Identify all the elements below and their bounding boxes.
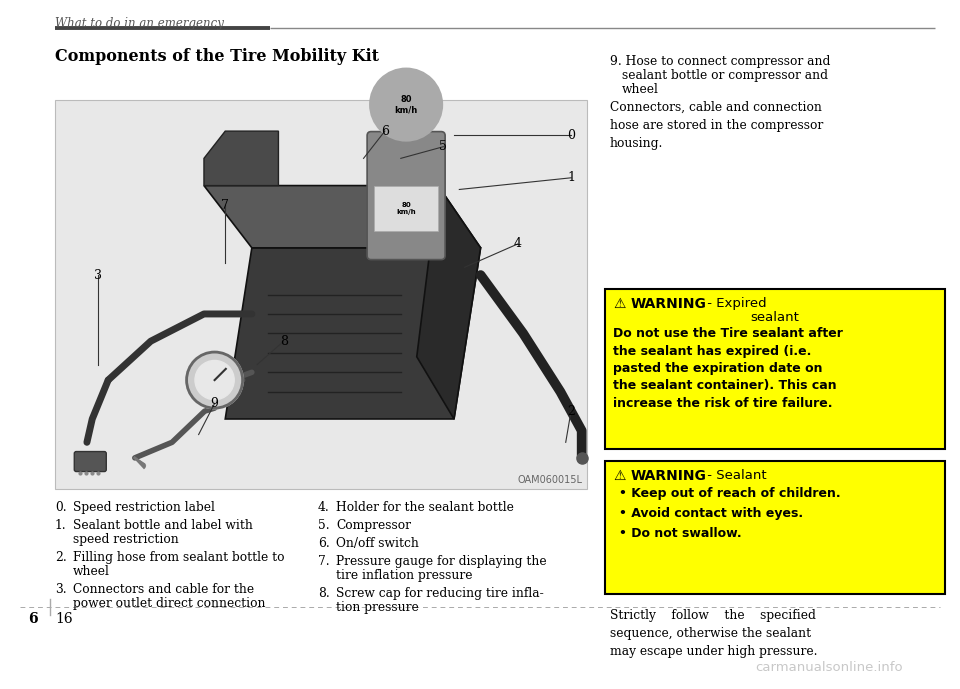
Text: Components of the Tire Mobility Kit: Components of the Tire Mobility Kit xyxy=(55,48,379,65)
Text: sealant: sealant xyxy=(751,311,800,324)
Text: On/off switch: On/off switch xyxy=(336,537,419,550)
Text: 80
km/h: 80 km/h xyxy=(395,95,418,114)
Text: 3: 3 xyxy=(93,269,102,282)
Text: - Expired: - Expired xyxy=(703,297,767,310)
Text: tion pressure: tion pressure xyxy=(336,601,419,614)
Circle shape xyxy=(195,360,234,400)
Circle shape xyxy=(371,69,443,141)
Text: 3.: 3. xyxy=(55,583,66,596)
Text: • Keep out of reach of children.: • Keep out of reach of children. xyxy=(619,487,841,500)
Text: 2: 2 xyxy=(567,404,575,418)
Text: wheel: wheel xyxy=(622,83,659,96)
FancyBboxPatch shape xyxy=(374,185,438,231)
Polygon shape xyxy=(204,185,481,248)
FancyBboxPatch shape xyxy=(367,132,445,260)
Text: ⚠: ⚠ xyxy=(613,469,626,483)
FancyBboxPatch shape xyxy=(605,289,945,449)
Text: • Do not swallow.: • Do not swallow. xyxy=(619,527,742,540)
Text: wheel: wheel xyxy=(73,565,109,578)
FancyBboxPatch shape xyxy=(74,451,107,471)
Text: Compressor: Compressor xyxy=(336,519,411,532)
Text: 6.: 6. xyxy=(318,537,329,550)
Text: carmanualsonline.info: carmanualsonline.info xyxy=(755,661,902,674)
Circle shape xyxy=(186,352,243,408)
Text: • Avoid contact with eyes.: • Avoid contact with eyes. xyxy=(619,507,804,520)
Text: 1.: 1. xyxy=(55,519,66,532)
Text: 1: 1 xyxy=(567,172,575,184)
Text: 16: 16 xyxy=(55,612,73,626)
Text: Screw cap for reducing tire infla-: Screw cap for reducing tire infla- xyxy=(336,587,543,600)
Text: 4: 4 xyxy=(514,238,522,250)
Text: OAM060015L: OAM060015L xyxy=(518,475,583,485)
Text: 7: 7 xyxy=(222,198,229,212)
Text: 2.: 2. xyxy=(55,551,67,564)
Text: 80
km/h: 80 km/h xyxy=(396,202,416,214)
Text: WARNING: WARNING xyxy=(631,297,707,311)
Text: 0.: 0. xyxy=(55,501,66,514)
Text: Sealant bottle and label with: Sealant bottle and label with xyxy=(73,519,252,532)
Text: 5.: 5. xyxy=(318,519,329,532)
Text: 4.: 4. xyxy=(318,501,329,514)
Text: ⚠: ⚠ xyxy=(613,297,626,311)
Polygon shape xyxy=(204,131,278,185)
Text: power outlet direct connection: power outlet direct connection xyxy=(73,597,266,610)
Text: sealant bottle or compressor and: sealant bottle or compressor and xyxy=(622,69,828,82)
Text: Pressure gauge for displaying the: Pressure gauge for displaying the xyxy=(336,555,546,568)
Text: 8: 8 xyxy=(279,335,288,348)
Text: WARNING: WARNING xyxy=(631,469,707,483)
Text: tire inflation pressure: tire inflation pressure xyxy=(336,569,472,582)
Text: 6: 6 xyxy=(381,125,389,138)
Text: 0: 0 xyxy=(567,129,575,141)
Text: Filling hose from sealant bottle to: Filling hose from sealant bottle to xyxy=(73,551,284,564)
Text: 8.: 8. xyxy=(318,587,329,600)
Text: - Sealant: - Sealant xyxy=(703,469,767,482)
Text: speed restriction: speed restriction xyxy=(73,533,179,546)
FancyBboxPatch shape xyxy=(605,461,945,594)
FancyBboxPatch shape xyxy=(55,100,587,489)
Text: 7.: 7. xyxy=(318,555,329,568)
Text: 6: 6 xyxy=(28,612,37,626)
Text: 9: 9 xyxy=(210,397,219,410)
Polygon shape xyxy=(226,248,481,419)
Text: Connectors, cable and connection
hose are stored in the compressor
housing.: Connectors, cable and connection hose ar… xyxy=(610,101,824,150)
Text: Strictly    follow    the    specified
sequence, otherwise the sealant
may escap: Strictly follow the specified sequence, … xyxy=(610,609,818,658)
Text: 5: 5 xyxy=(440,140,447,153)
Text: Holder for the sealant bottle: Holder for the sealant bottle xyxy=(336,501,514,514)
Text: Do not use the Tire sealant after
the sealant has expired (i.e.
pasted the expir: Do not use the Tire sealant after the se… xyxy=(613,327,843,410)
Polygon shape xyxy=(417,185,481,419)
Text: 9. Hose to connect compressor and: 9. Hose to connect compressor and xyxy=(610,55,830,68)
Text: Connectors and cable for the: Connectors and cable for the xyxy=(73,583,254,596)
Text: Speed restriction label: Speed restriction label xyxy=(73,501,215,514)
Text: What to do in an emergency: What to do in an emergency xyxy=(55,17,224,30)
